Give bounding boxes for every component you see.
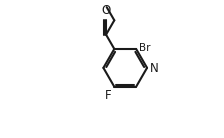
Text: Br: Br <box>139 43 150 53</box>
Text: N: N <box>150 62 158 75</box>
Text: O: O <box>101 4 111 17</box>
Text: F: F <box>105 89 111 102</box>
